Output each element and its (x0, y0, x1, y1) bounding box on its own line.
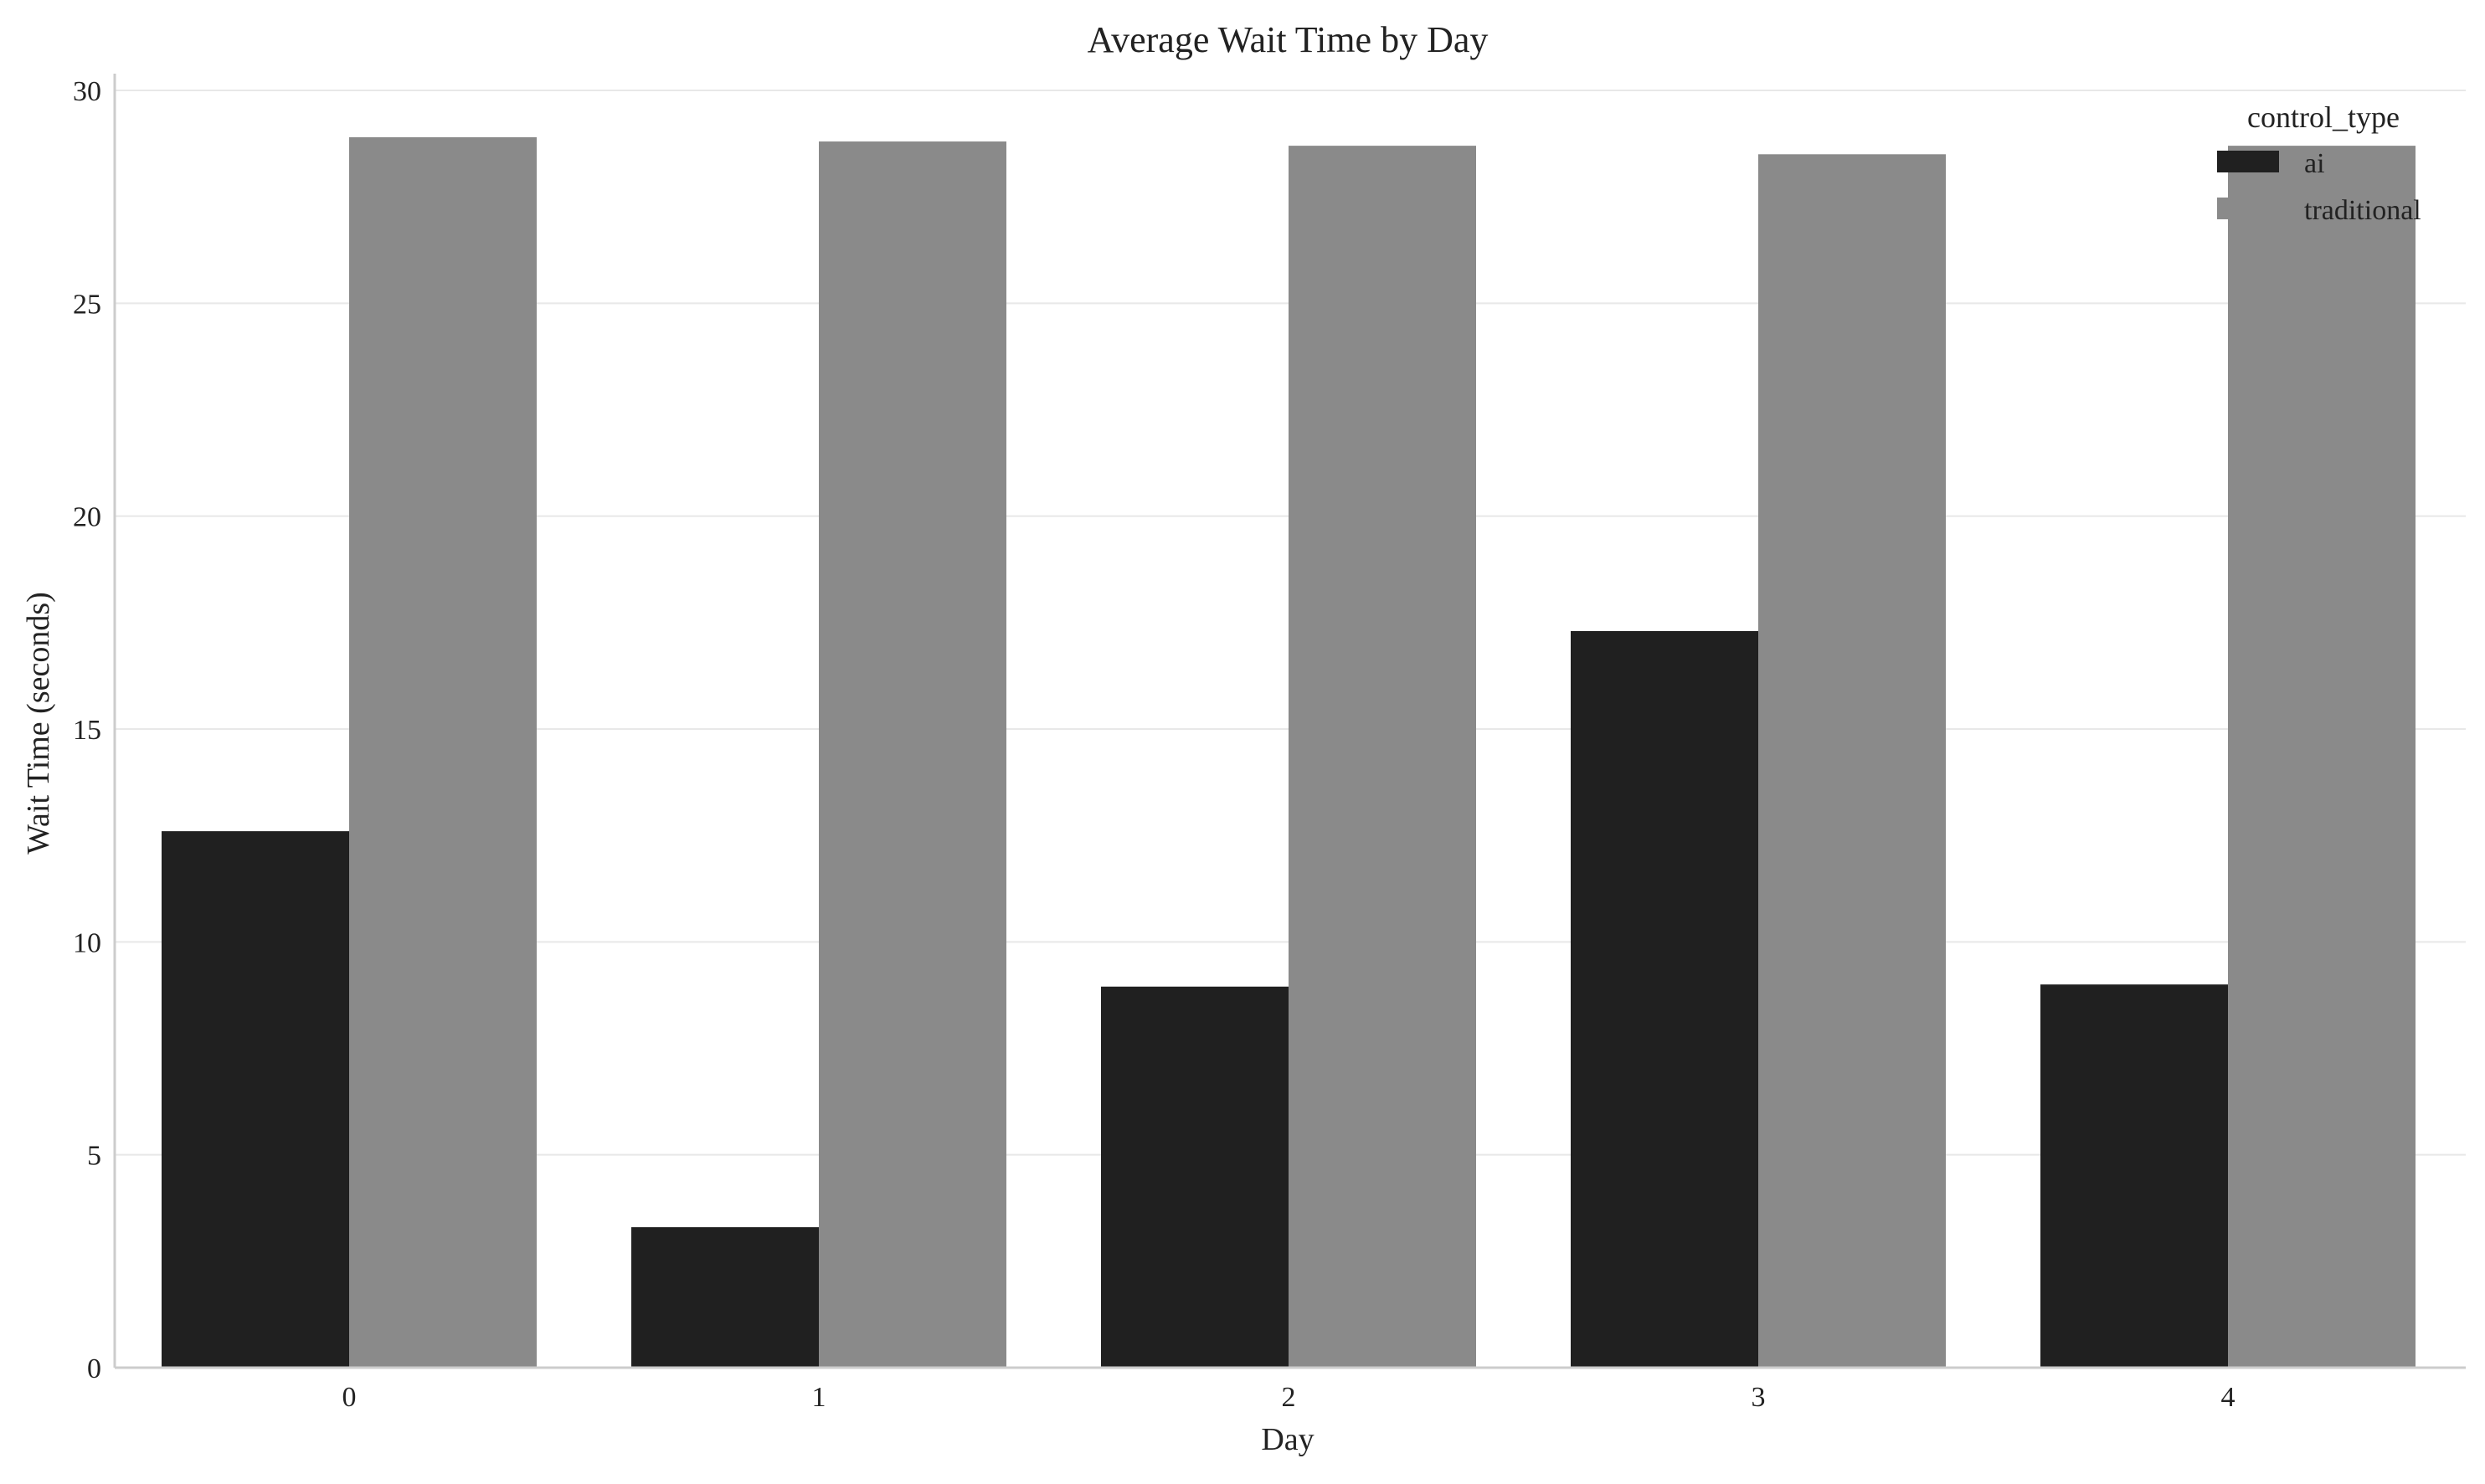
bar-ai-day-4 (2040, 984, 2228, 1368)
legend: control_type ai traditional (2217, 100, 2421, 226)
bar-ai-day-3 (1571, 631, 1758, 1368)
x-tick-label: 1 (812, 1382, 826, 1413)
bar-traditional-day-2 (1289, 146, 1476, 1368)
axes (113, 74, 2466, 1369)
y-tick-label: 10 (73, 927, 101, 958)
y-tick-label: 20 (73, 502, 101, 533)
y-tick-label: 0 (87, 1353, 101, 1384)
y-tick-label: 30 (73, 76, 101, 107)
bar-traditional-day-3 (1758, 154, 1946, 1368)
legend-swatch-ai (2217, 151, 2279, 172)
x-tick-label: 2 (1282, 1382, 1296, 1413)
y-axis-label: Wait Time (seconds) (21, 592, 56, 855)
legend-label-traditional: traditional (2304, 195, 2421, 226)
y-tick-label: 25 (73, 289, 101, 320)
chart-title: Average Wait Time by Day (1088, 19, 1489, 60)
bar-traditional-day-0 (349, 136, 537, 1368)
legend-title: control_type (2247, 100, 2400, 134)
x-tick-label: 4 (2221, 1382, 2235, 1413)
bar-traditional-day-1 (819, 141, 1006, 1368)
bar-ai-day-0 (162, 831, 349, 1368)
legend-swatch-traditional (2217, 198, 2279, 219)
x-axis-label: Day (1261, 1422, 1314, 1457)
bar-ai-day-1 (631, 1227, 819, 1368)
legend-label-ai: ai (2304, 148, 2325, 179)
x-tick-label: 0 (342, 1382, 357, 1413)
x-tick-label: 3 (1752, 1382, 1766, 1413)
y-tick-label: 5 (87, 1141, 101, 1172)
tick-labels: 0 5 10 15 20 25 30 0 1 2 3 4 (73, 76, 2235, 1413)
bars (162, 136, 2416, 1368)
y-tick-label: 15 (73, 715, 101, 746)
bar-traditional-day-4 (2228, 146, 2416, 1368)
bar-ai-day-2 (1101, 986, 1289, 1368)
